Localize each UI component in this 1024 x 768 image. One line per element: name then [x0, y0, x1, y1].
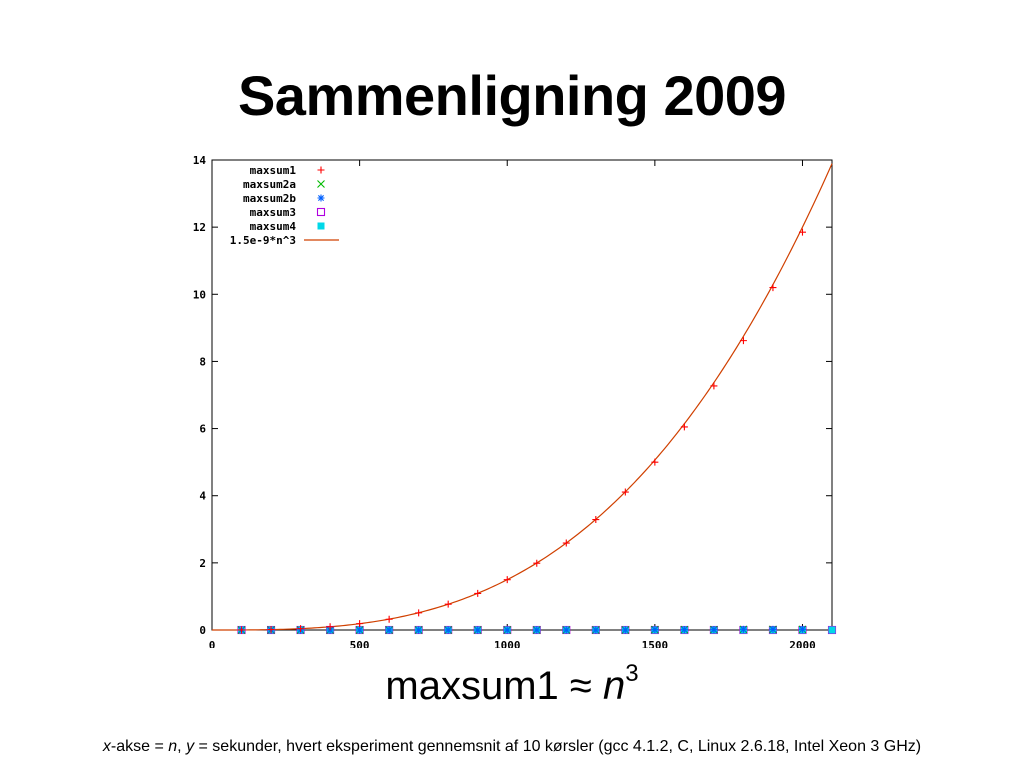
legend-label-1.5e-9*n^3: 1.5e-9*n^3 — [230, 234, 296, 247]
x-tick-label: 2000 — [789, 639, 816, 648]
slide-caption: maxsum1 ≈ n3 — [0, 660, 1024, 712]
point-maxsum2b — [769, 625, 777, 633]
legend-label-maxsum3: maxsum3 — [250, 206, 296, 219]
point-maxsum1 — [680, 423, 688, 431]
point-maxsum2b — [680, 626, 688, 634]
data-points-layer — [237, 228, 837, 635]
footnote-x: x — [102, 738, 111, 755]
y-tick-label: 4 — [199, 490, 206, 503]
x-tick-label: 0 — [209, 639, 216, 648]
point-maxsum4 — [828, 626, 836, 634]
caption-exponent: 3 — [625, 660, 639, 687]
point-maxsum2b — [798, 625, 806, 633]
legend-label-maxsum2b: maxsum2b — [243, 192, 296, 205]
point-maxsum1 — [798, 228, 806, 236]
legend-marker-maxsum1 — [317, 166, 325, 174]
point-maxsum2b — [356, 626, 364, 634]
point-maxsum2b — [474, 626, 482, 634]
y-tick-label: 14 — [193, 154, 207, 167]
footnote-part2: , — [177, 738, 187, 755]
slide-footnote: x-akse = n, y = sekunder, hvert eksperim… — [0, 736, 1024, 758]
point-maxsum1 — [297, 625, 305, 633]
point-maxsum1 — [533, 559, 541, 567]
footnote-part3: = sekunder, hvert eksperiment gennemsnit… — [194, 738, 922, 755]
caption-variable: n — [602, 664, 626, 708]
footnote-y: y — [186, 738, 195, 755]
legend-marker-maxsum3 — [316, 207, 326, 217]
point-maxsum1 — [710, 382, 718, 390]
legend-marker-maxsum4 — [317, 222, 325, 230]
y-tick-label: 8 — [199, 355, 206, 368]
y-tick-label: 10 — [193, 288, 206, 301]
legend-label-maxsum4: maxsum4 — [250, 220, 297, 233]
point-maxsum1 — [769, 284, 777, 292]
point-maxsum1 — [238, 626, 246, 634]
x-tick-label: 500 — [350, 639, 370, 648]
footnote-part1: -akse = — [110, 738, 169, 755]
caption-text: maxsum1 ≈ — [385, 664, 603, 708]
chart-legend: maxsum1maxsum2amaxsum2bmaxsum3maxsum41.5… — [230, 164, 339, 247]
legend-marker-maxsum2a — [317, 180, 325, 188]
plot-frame — [211, 159, 833, 631]
point-maxsum1 — [503, 576, 511, 584]
point-maxsum1 — [385, 615, 393, 623]
point-maxsum1 — [592, 516, 600, 524]
x-tick-label: 1000 — [494, 639, 521, 648]
y-tick-label: 2 — [199, 557, 206, 570]
point-maxsum2b — [385, 626, 393, 634]
slide-title: Sammenligning 2009 — [237, 64, 787, 127]
point-maxsum2b — [444, 626, 452, 634]
point-maxsum2b — [710, 626, 718, 634]
point-maxsum2b — [415, 626, 423, 634]
point-maxsum2b — [621, 626, 629, 634]
x-tick-label: 1500 — [642, 639, 669, 648]
y-tick-label: 0 — [199, 624, 206, 637]
point-maxsum1 — [326, 623, 334, 631]
point-maxsum1 — [415, 609, 423, 617]
point-maxsum2b — [739, 625, 747, 633]
y-tick-label: 12 — [193, 221, 206, 234]
legend-label-maxsum1: maxsum1 — [250, 164, 297, 177]
point-maxsum2b — [503, 626, 511, 634]
point-maxsum1 — [444, 600, 452, 608]
point-maxsum1 — [651, 458, 659, 466]
footnote-n: n — [168, 738, 178, 755]
point-maxsum2b — [592, 626, 600, 634]
chart-axes: 0 500 1000 1500 2000 0 2 4 6 8 10 12 14 — [193, 154, 833, 648]
point-maxsum1 — [356, 620, 364, 628]
point-maxsum1 — [267, 626, 275, 634]
legend-marker-maxsum2b — [317, 194, 325, 202]
point-maxsum1 — [474, 589, 482, 597]
point-maxsum2b — [533, 626, 541, 634]
fit-line — [212, 163, 833, 631]
legend-label-maxsum2a: maxsum2a — [243, 178, 296, 191]
y-tick-label: 6 — [199, 423, 206, 436]
point-maxsum1 — [562, 539, 570, 547]
point-maxsum2b — [562, 626, 570, 634]
fit-curve-layer — [212, 163, 833, 631]
point-maxsum1 — [739, 337, 747, 345]
point-maxsum2b — [651, 626, 659, 634]
point-maxsum1 — [621, 488, 629, 496]
